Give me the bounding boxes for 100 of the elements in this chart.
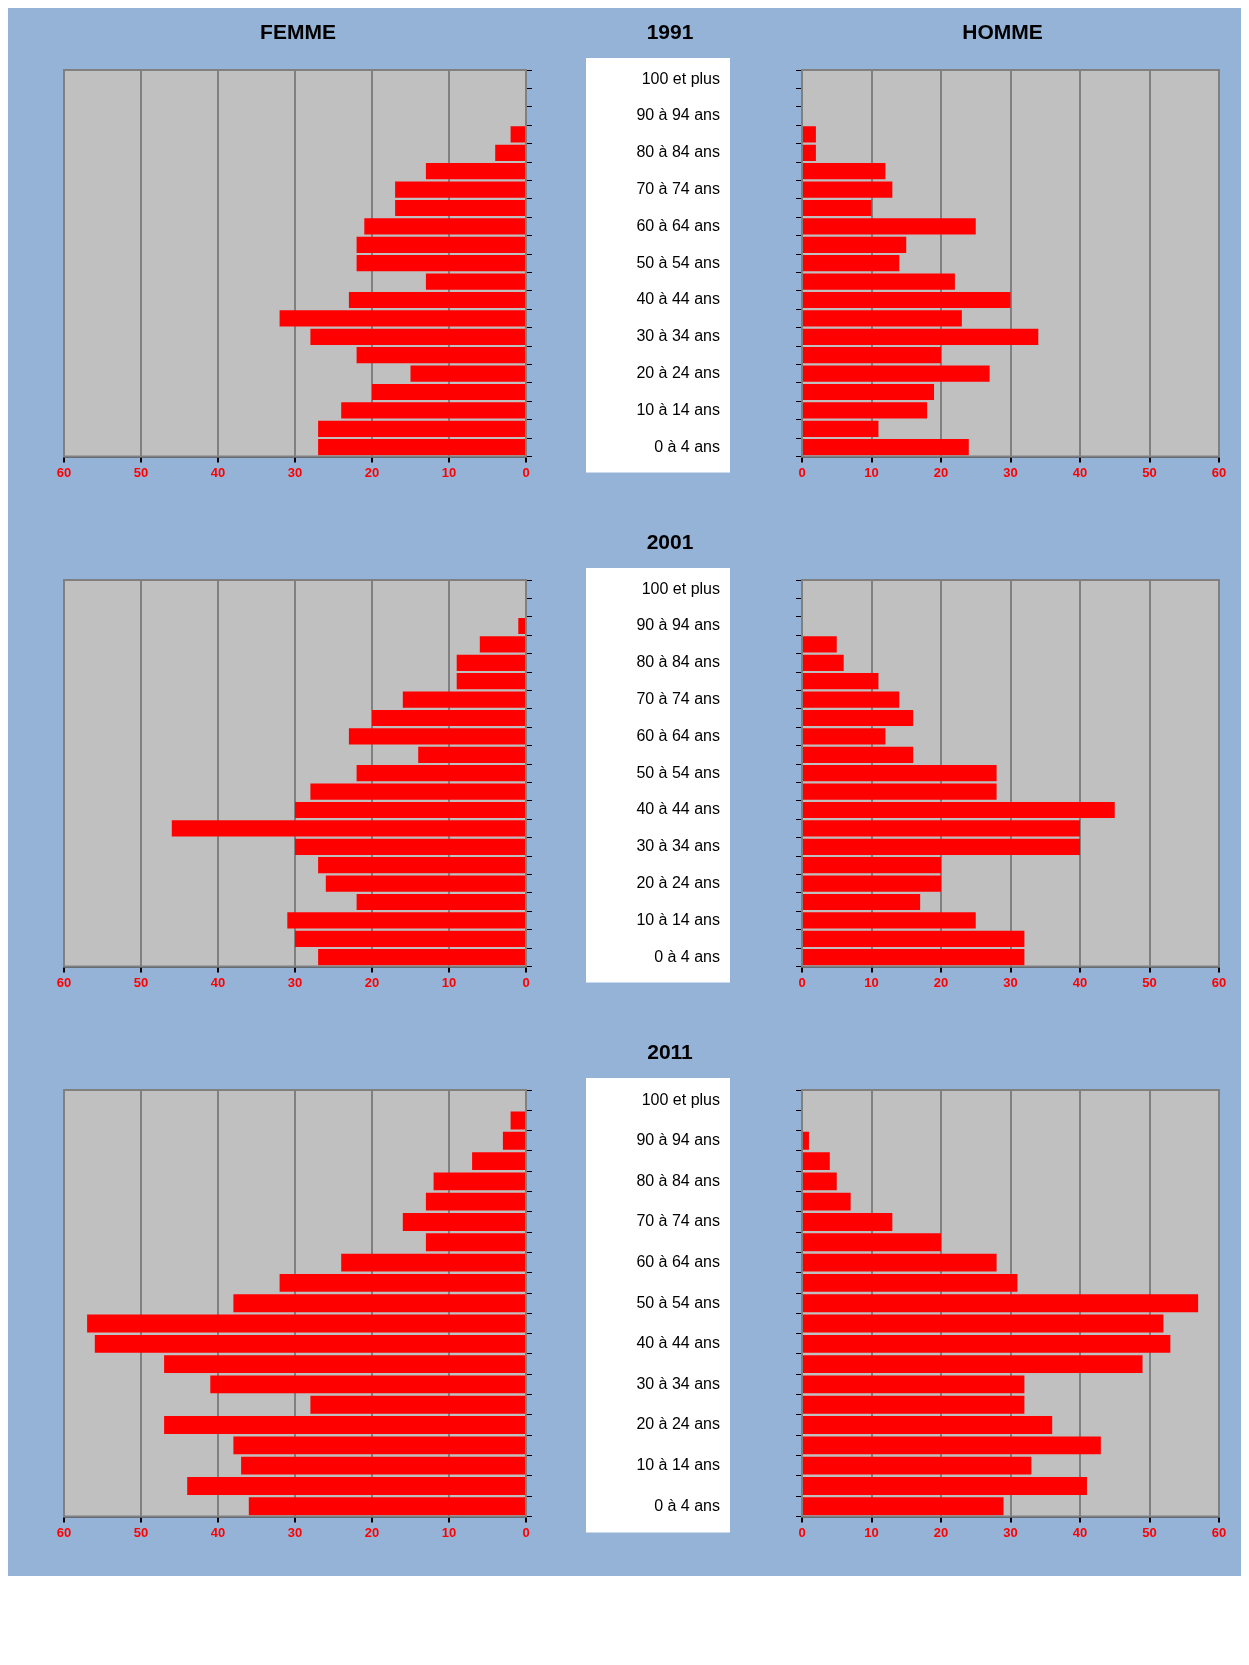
y-tick-label: 80 à 84 ans <box>636 143 720 161</box>
bar <box>433 1172 525 1191</box>
x-tick-label: 40 <box>1072 974 1088 990</box>
bar <box>171 820 525 837</box>
bar <box>310 783 525 800</box>
y-tick-label: 30 à 34 ans <box>636 837 720 855</box>
bar <box>803 1395 1025 1414</box>
x-tick-label: 50 <box>133 1524 149 1540</box>
x-tick-label: 40 <box>210 464 226 480</box>
bar <box>803 1273 1018 1292</box>
x-tick-label: 20 <box>933 1524 949 1540</box>
x-tick-label: 30 <box>1003 464 1018 480</box>
chart-title: 1991 <box>645 19 695 45</box>
bar <box>164 1355 525 1374</box>
bar <box>310 1395 525 1414</box>
bar <box>310 328 525 345</box>
x-tick-label: 30 <box>287 974 303 990</box>
x-tick-label: 0 <box>798 974 806 990</box>
bar <box>803 783 997 800</box>
x-tick-label: 30 <box>287 1524 303 1540</box>
y-tick-label: 60 à 64 ans <box>636 1253 720 1270</box>
bar <box>348 291 525 309</box>
bar <box>803 1436 1101 1455</box>
y-tick-label: 30 à 34 ans <box>636 327 720 345</box>
y-tick-label: 70 à 74 ans <box>636 1212 720 1230</box>
bar <box>187 1477 525 1495</box>
x-tick-label: 40 <box>1072 1524 1088 1540</box>
bar <box>803 328 1039 345</box>
x-tick-label: 50 <box>1142 1524 1157 1540</box>
x-tick-label: 30 <box>1003 974 1018 990</box>
bar <box>803 1416 1053 1434</box>
x-tick-label: 20 <box>364 464 380 480</box>
bar <box>803 673 879 690</box>
bar <box>248 1497 525 1516</box>
bar <box>410 365 525 382</box>
bar <box>518 617 525 635</box>
x-tick-label: 60 <box>56 974 72 990</box>
bar <box>803 163 886 180</box>
bar <box>803 728 886 745</box>
bar <box>94 1334 525 1353</box>
x-tick-label: 10 <box>441 1524 457 1540</box>
chart-subtitle: HOMME <box>961 19 1044 45</box>
bar <box>803 273 955 290</box>
x-tick-label: 20 <box>933 974 949 990</box>
x-tick-label: 40 <box>210 974 226 990</box>
y-tick-label: 50 à 54 ans <box>636 1293 720 1311</box>
x-tick-label: 10 <box>864 464 879 480</box>
bar <box>479 636 525 653</box>
bar <box>803 746 914 763</box>
bar <box>341 402 525 419</box>
bar <box>803 1375 1025 1394</box>
bar <box>87 1314 525 1333</box>
bar <box>803 126 816 143</box>
bar <box>803 1172 837 1191</box>
y-tick-label: 90 à 94 ans <box>636 1131 720 1149</box>
x-tick-label: 10 <box>441 464 457 480</box>
bar <box>803 857 941 874</box>
bar <box>803 949 1025 966</box>
bar <box>803 255 900 272</box>
y-tick-label: 20 à 24 ans <box>636 1415 720 1433</box>
x-tick-label: 30 <box>287 464 303 480</box>
bar <box>803 383 935 401</box>
bar <box>341 1253 525 1272</box>
y-tick-label: 100 et plus <box>641 579 720 597</box>
bar <box>279 1273 525 1292</box>
bar <box>803 347 941 364</box>
bar <box>210 1375 525 1394</box>
y-tick-label: 20 à 24 ans <box>636 874 720 892</box>
bar <box>803 310 962 327</box>
x-tick-label: 60 <box>1211 1524 1227 1540</box>
bar <box>164 1416 525 1434</box>
bar <box>803 1131 809 1150</box>
bar <box>803 1233 941 1252</box>
bar <box>803 365 990 382</box>
bar <box>456 673 525 690</box>
bar <box>418 746 525 763</box>
chart-title: 2001 <box>645 529 695 555</box>
y-tick-label: 0 à 4 ans <box>654 437 720 455</box>
y-tick-label: 50 à 54 ans <box>636 253 720 271</box>
bar <box>287 912 525 929</box>
bar <box>803 691 900 708</box>
y-tick-label: 0 à 4 ans <box>654 947 720 965</box>
bar <box>425 273 525 290</box>
x-tick-label: 0 <box>798 1524 806 1540</box>
y-tick-label: 10 à 14 ans <box>636 1456 720 1474</box>
bar <box>318 857 525 874</box>
bar <box>803 1314 1164 1333</box>
y-tick-label: 60 à 64 ans <box>636 216 720 234</box>
bar <box>803 181 893 198</box>
x-tick-label: 20 <box>364 974 380 990</box>
bar <box>803 1213 893 1231</box>
x-tick-label: 60 <box>56 464 72 480</box>
bar <box>803 291 1011 309</box>
y-tick-label: 60 à 64 ans <box>636 726 720 744</box>
bar <box>425 1233 525 1252</box>
x-tick-label: 50 <box>1142 974 1157 990</box>
bar <box>803 765 997 782</box>
bar <box>495 144 525 161</box>
y-tick-label: 40 à 44 ans <box>636 290 720 308</box>
y-tick-label: 20 à 24 ans <box>636 364 720 382</box>
